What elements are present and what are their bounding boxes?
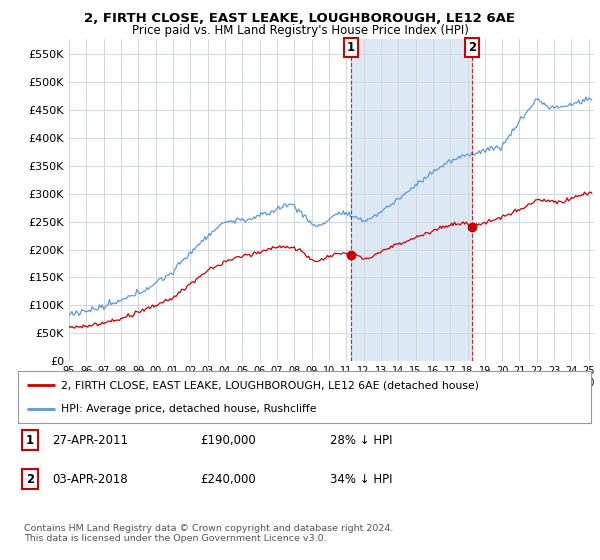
Text: Price paid vs. HM Land Registry's House Price Index (HPI): Price paid vs. HM Land Registry's House … [131,24,469,36]
Text: Contains HM Land Registry data © Crown copyright and database right 2024.
This d: Contains HM Land Registry data © Crown c… [24,524,394,543]
Text: £190,000: £190,000 [200,433,256,447]
Text: 1: 1 [26,433,34,447]
Text: HPI: Average price, detached house, Rushcliffe: HPI: Average price, detached house, Rush… [61,404,316,414]
Text: 2: 2 [26,473,34,486]
Text: 27-APR-2011: 27-APR-2011 [52,433,128,447]
Text: 2, FIRTH CLOSE, EAST LEAKE, LOUGHBOROUGH, LE12 6AE (detached house): 2, FIRTH CLOSE, EAST LEAKE, LOUGHBOROUGH… [61,380,479,390]
Text: £240,000: £240,000 [200,473,256,486]
Text: 03-APR-2018: 03-APR-2018 [52,473,128,486]
Text: 34% ↓ HPI: 34% ↓ HPI [330,473,392,486]
Text: 1: 1 [346,41,355,54]
Text: 2, FIRTH CLOSE, EAST LEAKE, LOUGHBOROUGH, LE12 6AE: 2, FIRTH CLOSE, EAST LEAKE, LOUGHBOROUGH… [85,12,515,25]
Text: 2: 2 [468,41,476,54]
Text: 28% ↓ HPI: 28% ↓ HPI [330,433,392,447]
Bar [350,39,472,361]
